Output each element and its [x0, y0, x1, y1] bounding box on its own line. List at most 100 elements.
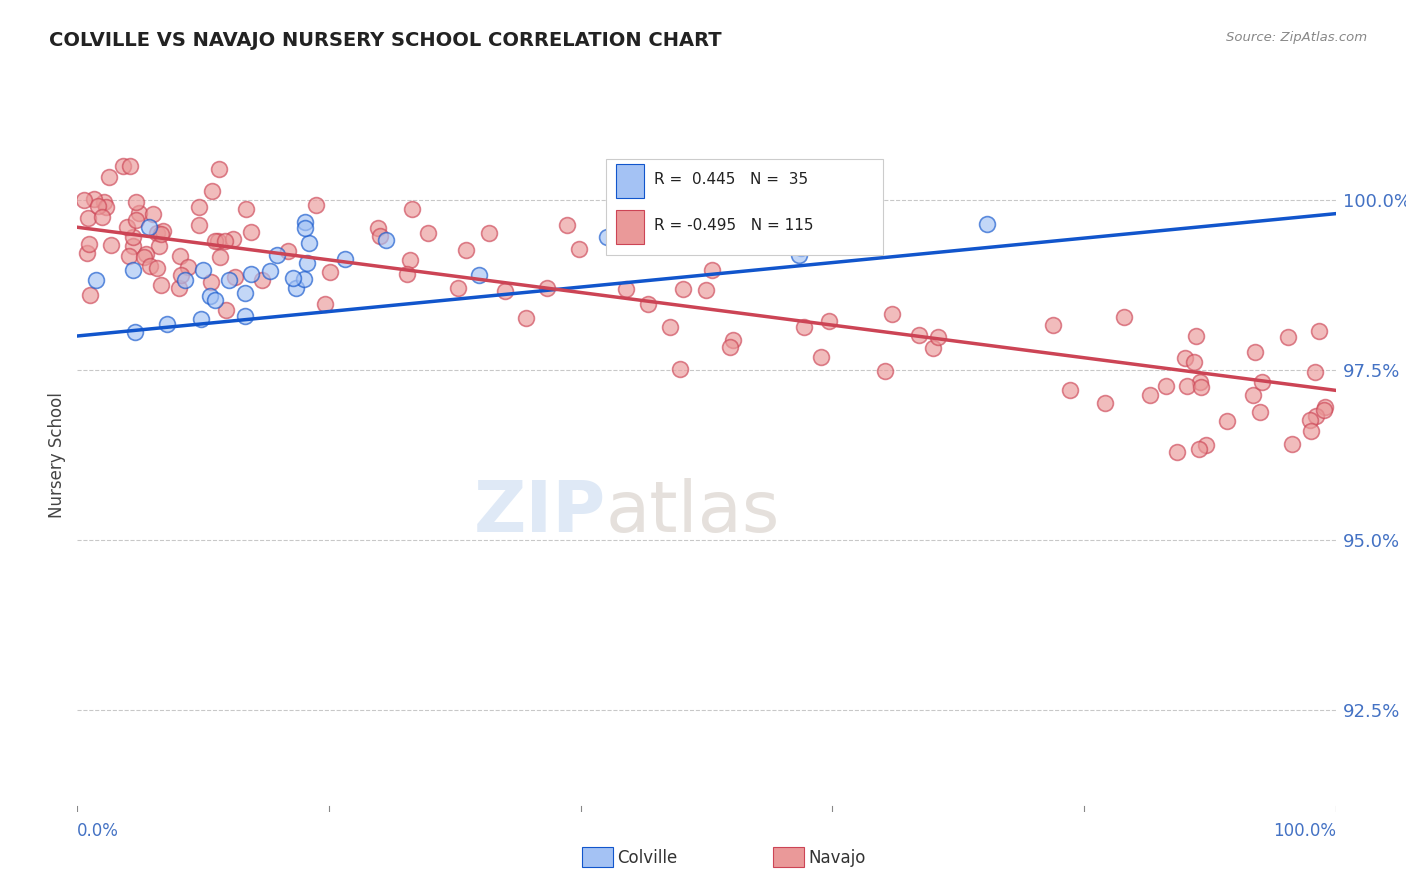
Bar — [616, 164, 644, 198]
Point — [146, 260, 169, 275]
Point — [169, 249, 191, 263]
Point — [367, 221, 389, 235]
Point — [120, 159, 142, 173]
Point — [208, 250, 231, 264]
Point — [787, 247, 810, 261]
Point — [204, 234, 226, 248]
Point — [122, 239, 145, 253]
Point — [285, 281, 308, 295]
Text: Navajo: Navajo — [808, 849, 866, 867]
Point — [1154, 379, 1177, 393]
Point — [333, 252, 356, 267]
Point — [721, 333, 744, 347]
Point — [86, 199, 108, 213]
Point — [233, 310, 256, 324]
Point — [873, 364, 896, 378]
Point — [810, 351, 832, 365]
Point — [669, 362, 692, 376]
Point — [614, 283, 637, 297]
Point — [125, 212, 148, 227]
Point — [1313, 401, 1336, 415]
Point — [239, 225, 262, 239]
Point — [125, 194, 148, 209]
Point — [191, 263, 214, 277]
Point — [294, 215, 316, 229]
Text: 0.0%: 0.0% — [77, 822, 120, 840]
Point — [277, 244, 299, 258]
Point — [846, 219, 869, 233]
Point — [695, 283, 717, 297]
Point — [1241, 387, 1264, 401]
Point — [135, 246, 157, 260]
Point — [494, 285, 516, 299]
Point — [73, 193, 96, 207]
Point — [557, 219, 579, 233]
Point — [1281, 437, 1303, 451]
Point — [536, 281, 558, 295]
Point — [190, 311, 212, 326]
Point — [292, 272, 315, 286]
Point — [148, 239, 170, 253]
Text: Colville: Colville — [617, 849, 678, 867]
Point — [1299, 424, 1322, 438]
Point — [188, 218, 211, 232]
Point — [79, 237, 101, 252]
Point — [454, 243, 477, 257]
Point — [156, 317, 179, 331]
Point — [187, 200, 209, 214]
Point — [1277, 330, 1299, 344]
Point — [1059, 383, 1081, 397]
Point — [150, 277, 173, 292]
Point — [395, 267, 418, 281]
Point — [1166, 445, 1188, 459]
Point — [200, 275, 222, 289]
Point — [1251, 375, 1274, 389]
Point — [100, 237, 122, 252]
Point — [718, 340, 741, 354]
Text: R = -0.495   N = 115: R = -0.495 N = 115 — [654, 218, 813, 233]
Point — [1308, 324, 1330, 338]
Point — [672, 282, 695, 296]
Point — [169, 281, 191, 295]
Point — [1175, 379, 1198, 393]
Point — [976, 217, 998, 231]
Point — [401, 202, 423, 216]
Point — [218, 273, 240, 287]
Point — [637, 297, 659, 311]
Point — [790, 241, 813, 255]
Text: Source: ZipAtlas.com: Source: ZipAtlas.com — [1226, 31, 1367, 45]
Point — [224, 269, 246, 284]
Point — [1114, 310, 1136, 324]
Point — [298, 235, 321, 250]
Point — [658, 234, 681, 248]
Point — [83, 192, 105, 206]
Point — [1189, 380, 1212, 394]
Point — [150, 227, 173, 242]
Point — [1313, 403, 1336, 417]
Point — [478, 226, 501, 240]
Point — [239, 268, 262, 282]
Point — [84, 273, 107, 287]
Text: R =  0.445   N =  35: R = 0.445 N = 35 — [654, 171, 808, 186]
Point — [169, 268, 191, 282]
Point — [115, 219, 138, 234]
Point — [1305, 409, 1327, 424]
Point — [416, 227, 439, 241]
Point — [177, 260, 200, 274]
Point — [207, 234, 229, 248]
Point — [79, 288, 101, 302]
Point — [281, 271, 304, 285]
Point — [132, 250, 155, 264]
Point — [233, 285, 256, 300]
Point — [250, 273, 273, 287]
Point — [294, 221, 316, 235]
Point — [368, 229, 391, 244]
Point — [221, 232, 243, 246]
Point — [266, 248, 288, 262]
Y-axis label: Nursery School: Nursery School — [48, 392, 66, 518]
Text: COLVILLE VS NAVAJO NURSERY SCHOOL CORRELATION CHART: COLVILLE VS NAVAJO NURSERY SCHOOL CORREL… — [49, 31, 721, 50]
Point — [93, 195, 115, 210]
Point — [568, 242, 591, 256]
Point — [152, 224, 174, 238]
Point — [374, 233, 396, 247]
